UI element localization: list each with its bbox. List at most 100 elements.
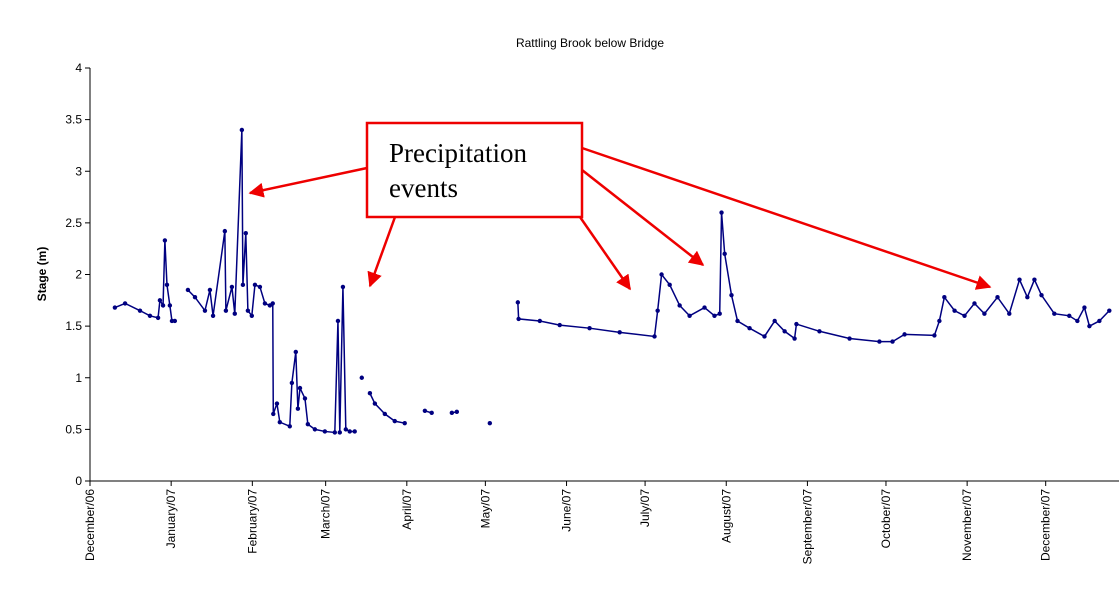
data-point: [347, 429, 352, 434]
data-point: [243, 231, 248, 236]
data-point: [337, 430, 342, 435]
y-tick-label: 1.5: [65, 319, 82, 333]
data-point: [271, 411, 276, 417]
data-point: [164, 282, 170, 288]
data-point: [735, 318, 740, 324]
data-point: [289, 380, 295, 386]
x-tick-label: August/07: [719, 489, 733, 543]
x-tick-label: April/07: [400, 489, 414, 530]
data-point: [877, 339, 882, 344]
data-point: [160, 303, 166, 308]
data-point: [122, 301, 128, 306]
series-line: [114, 240, 175, 322]
data-point: [245, 308, 251, 313]
data-point: [229, 284, 235, 290]
data-point: [972, 301, 977, 306]
data-point: [312, 427, 318, 432]
data-point: [515, 300, 521, 305]
data-point: [223, 308, 229, 313]
x-tick-label: June/07: [560, 489, 574, 532]
data-point: [677, 303, 682, 308]
data-point: [232, 311, 237, 316]
data-point: [982, 311, 987, 316]
x-tick-label: December/06: [83, 489, 97, 561]
x-tick-label: May/07: [478, 489, 492, 529]
data-point: [382, 411, 388, 417]
data-point: [239, 127, 245, 133]
data-point: [287, 424, 292, 429]
data-point: [890, 339, 895, 344]
data-point: [1097, 318, 1102, 324]
data-point: [322, 429, 328, 434]
annotation-text: Precipitation: [389, 138, 527, 168]
data-point: [277, 419, 283, 425]
data-point: [792, 336, 797, 341]
data-point: [352, 429, 357, 434]
data-point: [335, 318, 341, 324]
data-point: [172, 318, 178, 324]
data-point: [262, 301, 268, 306]
data-point: [747, 325, 752, 331]
x-tick-label: January/07: [164, 489, 178, 549]
data-point: [1052, 311, 1057, 316]
annotation-box: [365, 121, 584, 219]
chart-title: Rattling Brook below Bridge: [516, 36, 664, 50]
x-tick-label: November/07: [960, 489, 974, 561]
y-axis-label: Stage (m): [35, 247, 49, 302]
x-tick-label: February/07: [245, 489, 259, 554]
data-point: [659, 272, 664, 277]
annotation-text: events: [389, 173, 458, 203]
data-point: [652, 334, 657, 339]
data-point: [942, 295, 947, 300]
data-point: [202, 308, 208, 313]
x-tick-label: July/07: [638, 489, 652, 527]
data-point: [587, 325, 592, 331]
x-tick-label: September/07: [800, 489, 814, 565]
data-point: [995, 295, 1000, 300]
data-point: [1017, 277, 1022, 282]
data-point: [1067, 313, 1072, 318]
data-point: [162, 238, 168, 243]
data-point: [207, 287, 213, 293]
y-tick-label: 3: [75, 164, 82, 178]
arrow: [581, 169, 705, 266]
data-point: [454, 409, 460, 415]
data-point: [137, 308, 143, 313]
data-point: [449, 410, 455, 416]
data-point: [157, 298, 163, 303]
data-point: [1025, 295, 1030, 300]
y-tick-label: 3.5: [65, 113, 82, 127]
data-point: [902, 332, 907, 337]
data-point: [772, 318, 777, 324]
data-point: [932, 333, 937, 338]
data-point: [372, 401, 378, 406]
arrow: [367, 216, 397, 288]
data-point: [340, 284, 346, 290]
data-point: [295, 406, 301, 411]
data-point: [257, 284, 263, 290]
data-point: [332, 430, 338, 435]
arrow: [581, 146, 992, 290]
x-tick-label: October/07: [879, 489, 893, 549]
data-point: [655, 308, 660, 313]
data-point: [962, 313, 967, 318]
data-point: [1082, 305, 1087, 310]
data-point: [557, 322, 562, 328]
data-point: [782, 329, 787, 334]
data-point: [240, 282, 246, 288]
data-point: [293, 349, 298, 355]
data-point: [185, 287, 191, 293]
data-point: [937, 318, 942, 324]
data-point: [359, 375, 364, 380]
data-point: [487, 420, 493, 426]
y-tick-label: 0: [75, 474, 82, 488]
data-point: [297, 385, 303, 391]
data-point: [155, 315, 161, 321]
data-point: [422, 408, 428, 413]
data-point: [1039, 292, 1044, 298]
plot-area: 0 0.5 1 1.5 2 2.5 3 3.5 4 December/06 January/07 Fe…: [65, 61, 1119, 564]
data-point: [1032, 277, 1037, 282]
data-point: [429, 410, 434, 416]
data-point: [1007, 311, 1012, 316]
data-point: [817, 329, 822, 334]
